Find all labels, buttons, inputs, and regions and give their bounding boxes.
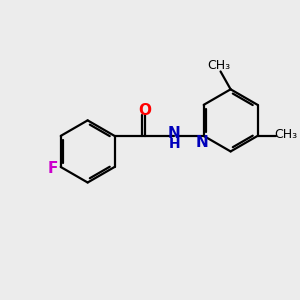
Text: N: N [168, 126, 181, 141]
Text: F: F [47, 161, 58, 176]
Text: CH₃: CH₃ [274, 128, 297, 141]
Text: CH₃: CH₃ [208, 58, 231, 72]
Text: H: H [168, 137, 180, 151]
Text: N: N [196, 135, 208, 150]
Text: O: O [138, 103, 151, 118]
